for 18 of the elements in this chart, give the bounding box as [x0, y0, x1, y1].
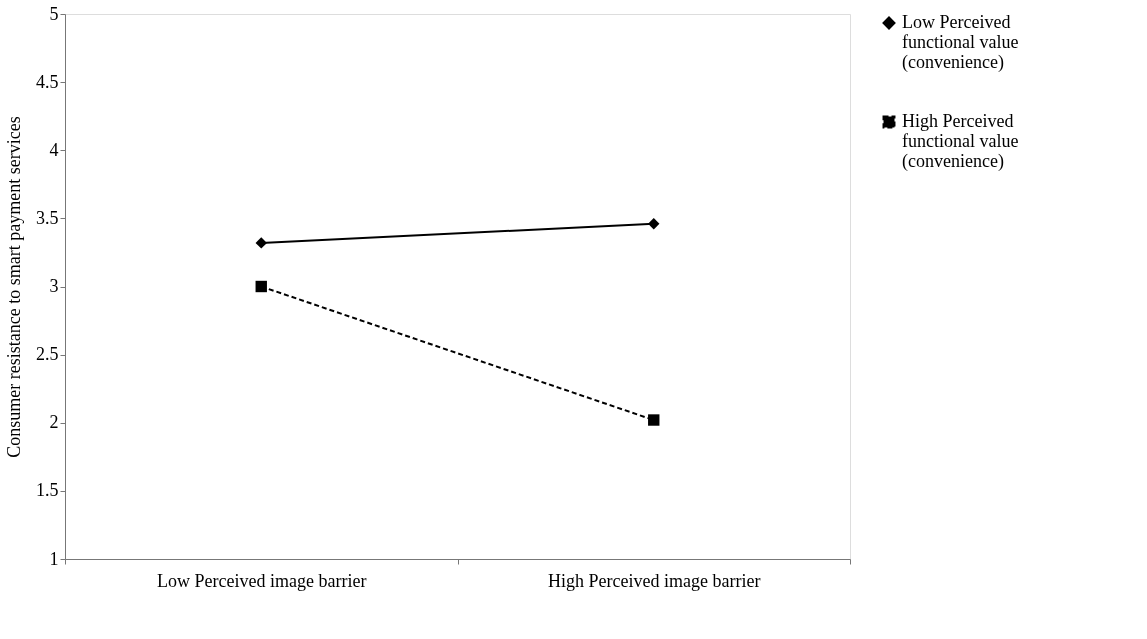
y-tick-label: 4 [49, 139, 59, 160]
y-tick-label: 4.5 [36, 71, 59, 92]
y-tick-label: 1.5 [36, 480, 59, 501]
point [648, 218, 660, 230]
x-tick-label: High Perceived image barrier [548, 570, 761, 591]
legend-label: Low Perceived functional value (convenience) [902, 12, 1019, 73]
y-tick-label: 5 [49, 3, 59, 24]
point [648, 414, 660, 426]
y-tick-label: 3 [49, 276, 59, 296]
y-tick-label: 3.5 [36, 207, 59, 228]
point [255, 280, 267, 293]
y-tick-label: 2.5 [36, 344, 59, 365]
y-tick-label: 1 [49, 548, 59, 569]
legend-label: High Perceived functional value (convenience) [902, 111, 1019, 172]
point [255, 237, 267, 249]
x-tick-label: Low Perceived image barrier [157, 570, 367, 591]
y-axis-title: Consumer resistance to smart payment services [4, 116, 24, 458]
y-tick-label: 2 [49, 412, 59, 433]
